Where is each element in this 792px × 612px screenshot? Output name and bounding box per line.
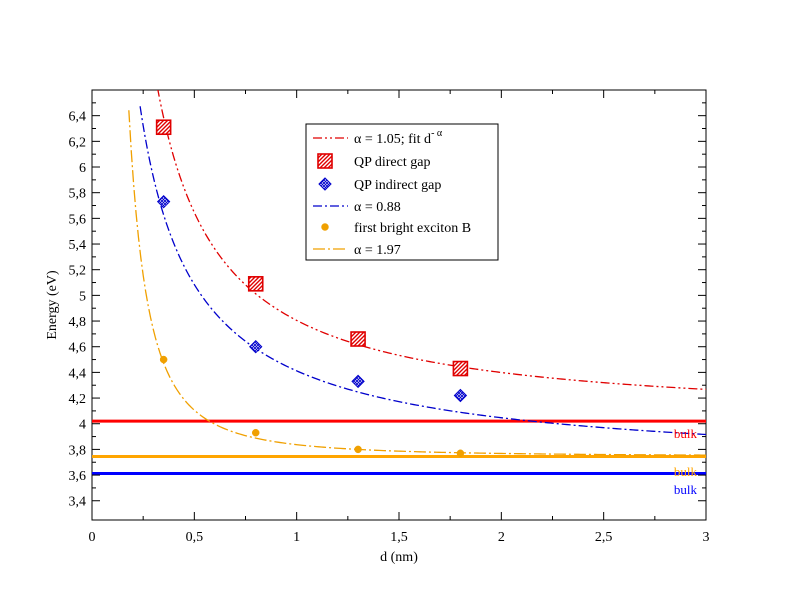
y-tick-label: 5 (79, 289, 86, 304)
legend: α = 1.05; fit d- α QP direct gap QP indire… (305, 123, 499, 261)
x-axis-title: d (nm) (380, 550, 418, 565)
y-tick-label: 4,2 (69, 392, 87, 407)
y-tick-label: 3,6 (69, 469, 87, 484)
y-tick-label: 6,4 (69, 110, 87, 125)
data-point (453, 388, 468, 403)
fit-curve (139, 106, 706, 436)
data-point (155, 119, 172, 136)
legend-label: α = 0.88 (354, 200, 401, 215)
fit-curve (128, 110, 706, 456)
y-tick-label: 5,8 (69, 187, 87, 202)
data-point (159, 355, 168, 364)
bulk-label: bulk (674, 426, 698, 441)
x-tick-label: 1 (293, 530, 300, 545)
y-tick-label: 4,8 (69, 315, 87, 330)
x-tick-label: 0,5 (186, 530, 204, 545)
y-axis-title: Energy (eV) (45, 270, 60, 340)
x-tick-label: 2,5 (595, 530, 613, 545)
y-tick-label: 6,2 (69, 135, 87, 150)
y-tick-label: 6 (79, 161, 86, 176)
legend-marker-symbol (321, 223, 329, 231)
y-tick-label: 4,4 (69, 366, 87, 381)
legend-label: first bright exciton B (354, 221, 471, 236)
x-tick-label: 0 (89, 530, 96, 545)
legend-label: α = 1.05; fit d- α (354, 128, 443, 147)
x-tick-label: 3 (703, 530, 710, 545)
y-tick-label: 3,4 (69, 495, 87, 510)
legend-marker-symbol (317, 153, 333, 169)
data-point (247, 276, 264, 292)
data-point (351, 374, 365, 389)
legend-marker-symbol (318, 177, 332, 191)
y-tick-label: 4 (79, 418, 86, 433)
data-point (251, 428, 260, 437)
legend-superscript: - α (431, 128, 443, 139)
legend-label: QP indirect gap (354, 178, 441, 193)
y-tick-label: 4,6 (69, 341, 87, 356)
x-tick-label: 1,5 (390, 530, 408, 545)
y-tick-label: 5,2 (69, 264, 87, 279)
legend-box (305, 123, 499, 261)
data-point (156, 194, 171, 209)
data-point (456, 449, 465, 458)
data-point (452, 360, 469, 377)
legend-label: QP direct gap (354, 155, 430, 170)
x-tick-label: 2 (498, 530, 505, 545)
data-point (350, 331, 366, 347)
y-tick-label: 5,6 (69, 212, 87, 227)
data-point (249, 340, 263, 354)
bulk-label: bulk (674, 482, 698, 497)
y-tick-label: 3,8 (69, 443, 87, 458)
data-point (354, 445, 362, 454)
y-tick-label: 5,4 (69, 238, 87, 253)
legend-label: α = 1.97 (354, 243, 401, 258)
bulk-label: bulk (674, 464, 698, 479)
